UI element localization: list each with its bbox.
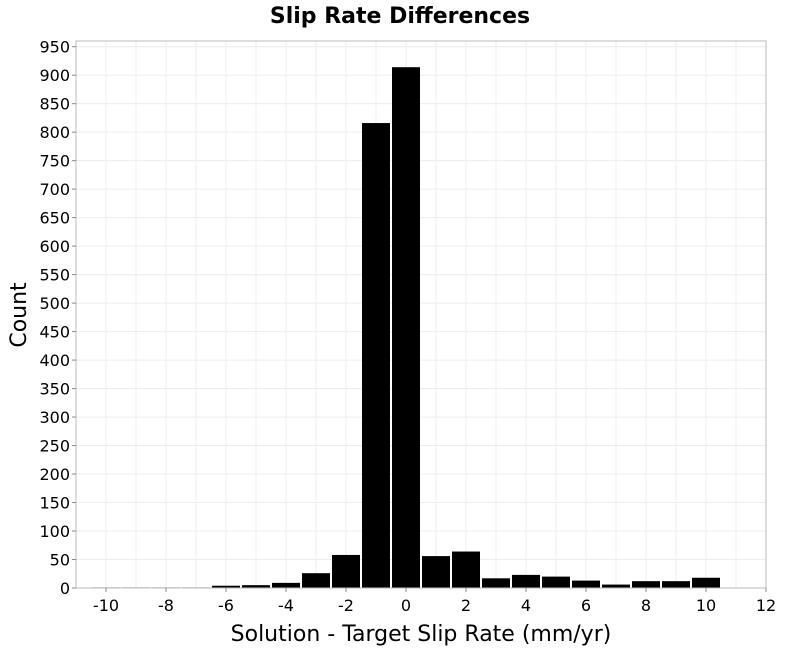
x-tick-label: 4 xyxy=(521,596,531,615)
plot-area-frame xyxy=(75,40,767,589)
histogram-bar xyxy=(572,580,600,588)
x-tick-label: -2 xyxy=(338,596,354,615)
y-tick-label: 800 xyxy=(39,123,70,142)
y-tick-label: 900 xyxy=(39,66,70,85)
x-tick-label: 8 xyxy=(641,596,651,615)
y-tick-label: 350 xyxy=(39,380,70,399)
histogram-bar xyxy=(452,551,480,588)
y-tick-label: 0 xyxy=(60,579,70,598)
y-tick-label: 850 xyxy=(39,95,70,114)
y-tick-label: 200 xyxy=(39,465,70,484)
x-tick-label: 12 xyxy=(756,596,776,615)
y-tick-label: 500 xyxy=(39,294,70,313)
x-tick-label: 10 xyxy=(696,596,716,615)
y-tick-label: 300 xyxy=(39,408,70,427)
x-axis-ticks: -10 -8 -6 -4 -2 0 2 4 6 8 10 12 xyxy=(93,588,776,615)
histogram-bar xyxy=(212,585,240,588)
chart-title: Slip Rate Differences xyxy=(270,4,530,29)
y-axis-ticks: 0 50 100 150 200 250 300 350 400 450 500 550 600 650 7… xyxy=(39,38,76,598)
y-tick-label: 950 xyxy=(39,38,70,57)
x-tick-label: -8 xyxy=(158,596,174,615)
histogram-bar xyxy=(692,577,720,588)
y-tick-label: 100 xyxy=(39,522,70,541)
x-tick-label: -10 xyxy=(93,596,119,615)
histogram-bar xyxy=(272,582,300,588)
histogram-bar xyxy=(422,556,450,588)
histogram-bar xyxy=(332,554,360,588)
histogram-bar xyxy=(392,67,420,588)
x-tick-label: 6 xyxy=(581,596,591,615)
x-tick-label: 2 xyxy=(461,596,471,615)
y-tick-label: 400 xyxy=(39,351,70,370)
y-tick-label: 550 xyxy=(39,266,70,285)
y-tick-label: 650 xyxy=(39,209,70,228)
x-tick-label: 0 xyxy=(401,596,411,615)
gridlines xyxy=(75,41,767,589)
histogram-bar xyxy=(632,581,660,588)
y-tick-label: 750 xyxy=(39,152,70,171)
x-tick-label: -4 xyxy=(278,596,294,615)
x-tick-label: -6 xyxy=(218,596,234,615)
y-tick-label: 150 xyxy=(39,494,70,513)
histogram-bar xyxy=(602,584,630,588)
y-tick-label: 600 xyxy=(39,237,70,256)
bars xyxy=(92,67,720,589)
y-tick-label: 50 xyxy=(50,551,70,570)
histogram-bar xyxy=(512,574,540,588)
histogram-bar xyxy=(482,578,510,588)
histogram-bar xyxy=(662,581,690,588)
histogram-bar xyxy=(242,585,270,588)
y-axis-label: Count xyxy=(7,282,32,348)
histogram-bar xyxy=(542,576,570,588)
x-axis-label: Solution - Target Slip Rate (mm/yr) xyxy=(231,622,612,647)
y-tick-label: 250 xyxy=(39,437,70,456)
histogram-bar xyxy=(302,573,330,588)
histogram-bar xyxy=(362,123,390,589)
y-tick-label: 700 xyxy=(39,180,70,199)
y-tick-label: 450 xyxy=(39,323,70,342)
